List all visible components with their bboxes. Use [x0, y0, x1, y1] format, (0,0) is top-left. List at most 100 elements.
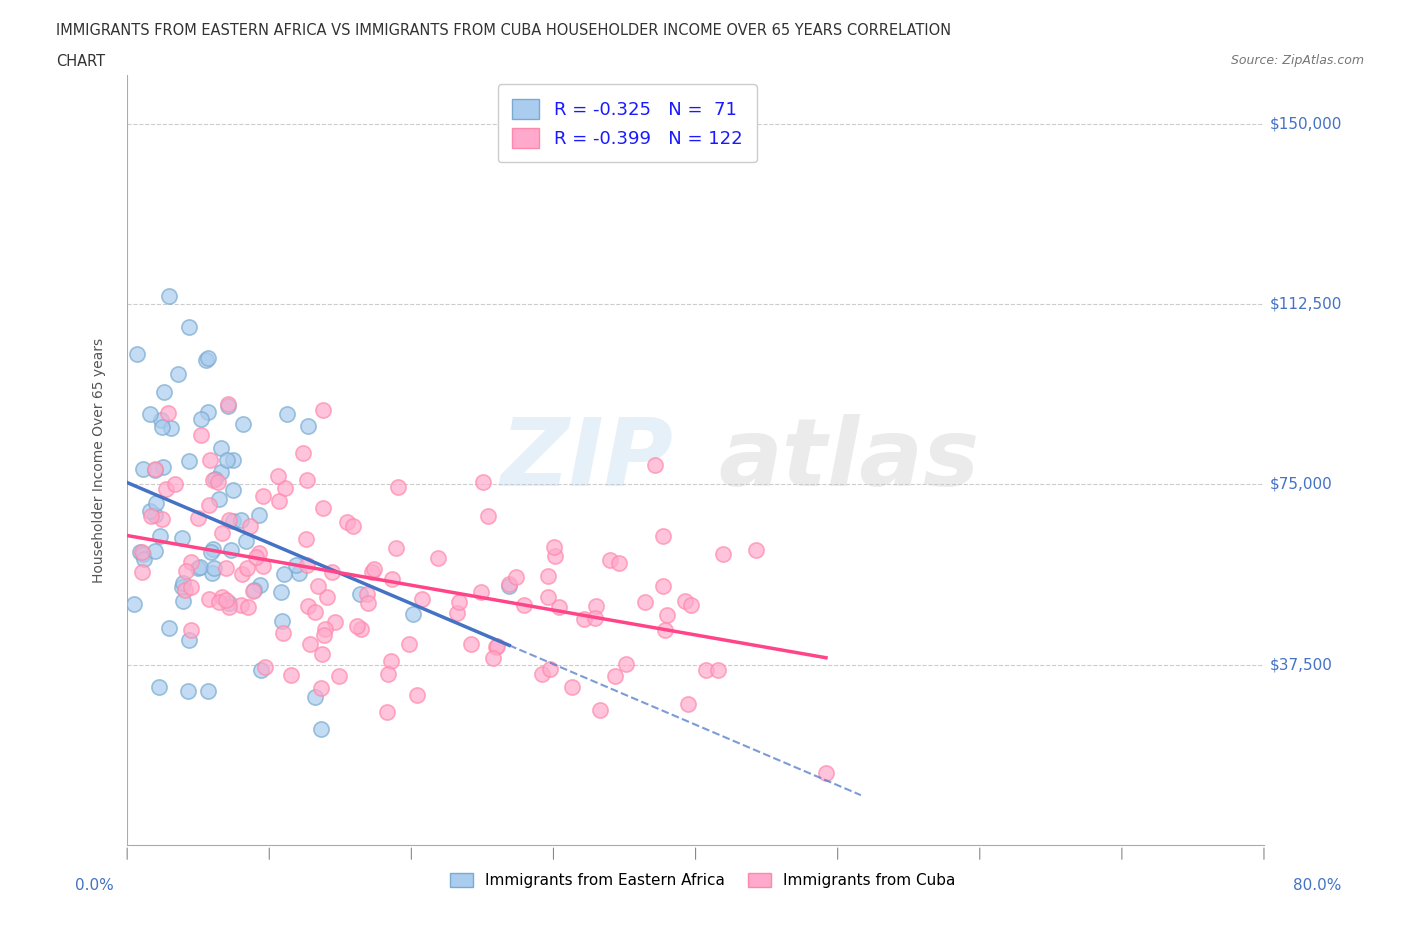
Text: $37,500: $37,500 — [1270, 658, 1333, 672]
Point — [267, 469, 290, 484]
Point — [247, 508, 270, 523]
Point — [155, 482, 177, 497]
Point — [252, 489, 274, 504]
Point — [218, 599, 240, 614]
Point — [190, 560, 212, 575]
Text: 0.0%: 0.0% — [75, 878, 114, 893]
Point — [449, 595, 471, 610]
Point — [180, 555, 202, 570]
Point — [472, 474, 495, 489]
Text: IMMIGRANTS FROM EASTERN AFRICA VS IMMIGRANTS FROM CUBA HOUSEHOLDER INCOME OVER 6: IMMIGRANTS FROM EASTERN AFRICA VS IMMIGR… — [56, 23, 952, 38]
Point — [176, 684, 198, 698]
Point — [245, 550, 267, 565]
Point — [209, 465, 232, 480]
Point — [211, 589, 233, 604]
Point — [252, 558, 274, 573]
Point — [297, 599, 319, 614]
Point — [294, 532, 316, 547]
Point — [384, 541, 406, 556]
Point — [127, 346, 149, 361]
Point — [312, 403, 335, 418]
Point — [311, 646, 333, 661]
Point — [498, 577, 520, 591]
Point — [285, 557, 308, 572]
Point — [221, 513, 243, 528]
Point — [377, 667, 399, 682]
Point — [273, 566, 295, 581]
Point — [145, 495, 167, 510]
Point — [222, 483, 245, 498]
Point — [157, 289, 180, 304]
Point — [679, 598, 702, 613]
Point — [201, 541, 224, 556]
Point — [179, 632, 201, 647]
Point — [387, 480, 409, 495]
Point — [342, 519, 364, 534]
Point — [603, 668, 626, 683]
Point — [274, 481, 297, 496]
Point — [814, 765, 837, 780]
Point — [307, 578, 329, 593]
Point — [269, 494, 291, 509]
Point — [276, 407, 298, 422]
Point — [247, 545, 270, 560]
Point — [219, 542, 242, 557]
Point — [167, 366, 190, 381]
Point — [174, 582, 197, 597]
Point — [229, 597, 252, 612]
Point — [291, 445, 314, 460]
Point — [232, 417, 254, 432]
Point — [288, 566, 311, 581]
Point — [143, 463, 166, 478]
Point — [711, 547, 734, 562]
Point — [180, 579, 202, 594]
Point — [198, 453, 221, 468]
Text: $75,000: $75,000 — [1270, 477, 1333, 492]
Point — [172, 579, 194, 594]
Point — [357, 596, 380, 611]
Point — [304, 604, 326, 619]
Text: CHART: CHART — [56, 54, 105, 69]
Point — [304, 690, 326, 705]
Point — [599, 552, 621, 567]
Point — [157, 620, 180, 635]
Point — [131, 544, 153, 559]
Point — [652, 578, 675, 593]
Point — [218, 512, 240, 527]
Point — [350, 622, 373, 637]
Point — [235, 560, 257, 575]
Point — [195, 352, 218, 367]
Point — [360, 565, 382, 579]
Point — [235, 534, 257, 549]
Point — [614, 657, 637, 671]
Point — [187, 511, 209, 525]
Point — [249, 578, 271, 593]
Legend: R = -0.325   N =  71, R = -0.399   N = 122: R = -0.325 N = 71, R = -0.399 N = 122 — [498, 85, 756, 162]
Point — [197, 684, 219, 698]
Point — [149, 528, 172, 543]
Point — [270, 585, 292, 600]
Point — [380, 653, 402, 668]
Point — [143, 508, 166, 523]
Point — [482, 650, 505, 665]
Point — [217, 398, 239, 413]
Point — [143, 543, 166, 558]
Point — [477, 509, 499, 524]
Point — [139, 503, 162, 518]
Point — [280, 668, 302, 683]
Text: Source: ZipAtlas.com: Source: ZipAtlas.com — [1230, 54, 1364, 67]
Point — [328, 669, 350, 684]
Point — [402, 606, 425, 621]
Point — [311, 500, 333, 515]
Point — [208, 492, 231, 507]
Point — [129, 545, 152, 560]
Point — [485, 638, 508, 653]
Point — [122, 597, 145, 612]
Point — [323, 615, 346, 630]
Point — [179, 453, 201, 468]
Point — [346, 618, 368, 633]
Point — [197, 591, 219, 606]
Point — [745, 543, 768, 558]
Point — [589, 702, 612, 717]
Point — [470, 584, 492, 599]
